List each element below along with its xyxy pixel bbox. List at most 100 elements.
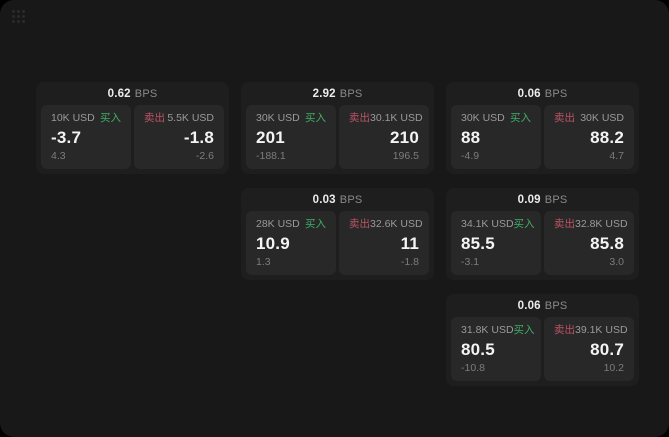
bps-value: 0.06 — [517, 299, 541, 312]
cards-grid: 0.62 BPS 10K USD 买入 -3.7 4.3 卖出 5.5K USD… — [36, 82, 639, 386]
sell-price-value: 85.8 — [590, 233, 624, 253]
buy-quote-tile[interactable]: 31.8K USD 买入 80.5 -10.8 — [451, 317, 541, 381]
sell-delta-value: 3.0 — [609, 256, 624, 268]
buy-price-value: 201 — [256, 127, 285, 147]
sell-quote-tile[interactable]: 卖出 39.1K USD 80.7 10.2 — [544, 317, 634, 381]
buy-price-value: 10.9 — [256, 233, 290, 253]
sell-delta-value: -2.6 — [195, 150, 214, 162]
quote-card: 0.06 BPS 30K USD 买入 88 -4.9 卖出 30K USD 8… — [446, 82, 639, 174]
card-body: 34.1K USD 买入 85.5 -3.1 卖出 32.8K USD 85.8… — [446, 211, 639, 280]
bps-value: 0.03 — [312, 193, 336, 206]
card-body: 10K USD 买入 -3.7 4.3 卖出 5.5K USD -1.8 -2.… — [36, 105, 229, 174]
sell-delta-value: 196.5 — [392, 150, 419, 162]
quote-card: 2.92 BPS 30K USD 买入 201 -188.1 卖出 30.1K … — [241, 82, 434, 174]
sell-amount-label: 32.8K USD — [575, 218, 628, 230]
buy-side-label: 买入 — [513, 324, 535, 336]
sell-price-value: 80.7 — [590, 339, 624, 359]
buy-tile-top: 30K USD 买入 — [256, 112, 326, 125]
buy-side-label: 买入 — [305, 218, 326, 230]
bps-value: 2.92 — [312, 87, 336, 100]
card-header: 0.06 BPS — [446, 82, 639, 105]
card-body: 28K USD 买入 10.9 1.3 卖出 32.6K USD 11 -1.8 — [241, 211, 434, 280]
quote-card: 0.09 BPS 34.1K USD 买入 85.5 -3.1 卖出 32.8K… — [446, 188, 639, 280]
sell-tile-top: 卖出 32.6K USD — [349, 218, 423, 231]
bps-value: 0.09 — [517, 193, 541, 206]
sell-delta-value: 4.7 — [609, 150, 624, 162]
sell-price-value: 11 — [400, 233, 419, 253]
card-body: 30K USD 买入 201 -188.1 卖出 30.1K USD 210 1… — [241, 105, 434, 174]
buy-delta-value: -4.9 — [461, 150, 480, 162]
sell-quote-tile[interactable]: 卖出 30K USD 88.2 4.7 — [544, 105, 634, 169]
buy-delta-value: -10.8 — [461, 362, 485, 374]
buy-side-label: 买入 — [513, 218, 535, 230]
sell-side-label: 卖出 — [554, 324, 575, 336]
sell-amount-label: 39.1K USD — [575, 324, 628, 336]
quote-card: 0.06 BPS 31.8K USD 买入 80.5 -10.8 卖出 39.1… — [446, 294, 639, 386]
card-header: 0.09 BPS — [446, 188, 639, 211]
bps-unit-label: BPS — [134, 87, 158, 100]
buy-tile-top: 34.1K USD 买入 — [461, 218, 535, 231]
buy-quote-tile[interactable]: 30K USD 买入 201 -188.1 — [246, 105, 336, 169]
buy-tile-top: 28K USD 买入 — [256, 218, 326, 231]
sell-amount-label: 32.6K USD — [370, 218, 423, 230]
buy-quote-tile[interactable]: 28K USD 买入 10.9 1.3 — [246, 211, 336, 275]
buy-quote-tile[interactable]: 10K USD 买入 -3.7 4.3 — [41, 105, 131, 169]
buy-side-label: 买入 — [305, 112, 326, 124]
bps-unit-label: BPS — [339, 193, 363, 206]
buy-tile-top: 30K USD 买入 — [461, 112, 531, 125]
bps-unit-label: BPS — [544, 87, 568, 100]
bps-value: 0.06 — [517, 87, 541, 100]
buy-delta-value: 1.3 — [256, 256, 271, 268]
buy-quote-tile[interactable]: 30K USD 买入 88 -4.9 — [451, 105, 541, 169]
sell-tile-top: 卖出 30.1K USD — [349, 112, 423, 125]
buy-tile-top: 10K USD 买入 — [51, 112, 121, 125]
sell-quote-tile[interactable]: 卖出 32.8K USD 85.8 3.0 — [544, 211, 634, 275]
sell-tile-top: 卖出 39.1K USD — [554, 324, 628, 337]
sell-delta-value: 10.2 — [603, 362, 624, 374]
bps-value: 0.62 — [107, 87, 131, 100]
card-body: 30K USD 买入 88 -4.9 卖出 30K USD 88.2 4.7 — [446, 105, 639, 174]
buy-amount-label: 30K USD — [256, 112, 300, 124]
bps-unit-label: BPS — [544, 299, 568, 312]
quote-card: 0.03 BPS 28K USD 买入 10.9 1.3 卖出 32.6K US… — [241, 188, 434, 280]
sell-amount-label: 30K USD — [580, 112, 624, 124]
buy-tile-top: 31.8K USD 买入 — [461, 324, 535, 337]
buy-amount-label: 34.1K USD — [461, 218, 514, 230]
card-header: 2.92 BPS — [241, 82, 434, 105]
sell-side-label: 卖出 — [349, 218, 370, 230]
sell-amount-label: 5.5K USD — [167, 112, 214, 124]
buy-amount-label: 31.8K USD — [461, 324, 514, 336]
sell-side-label: 卖出 — [349, 112, 370, 124]
sell-quote-tile[interactable]: 卖出 5.5K USD -1.8 -2.6 — [134, 105, 224, 169]
grid-menu-icon[interactable] — [11, 9, 26, 24]
card-body: 31.8K USD 买入 80.5 -10.8 卖出 39.1K USD 80.… — [446, 317, 639, 386]
buy-amount-label: 10K USD — [51, 112, 95, 124]
sell-side-label: 卖出 — [554, 112, 575, 124]
sell-tile-top: 卖出 30K USD — [554, 112, 624, 125]
card-header: 0.06 BPS — [446, 294, 639, 317]
buy-delta-value: -3.1 — [461, 256, 480, 268]
sell-delta-value: -1.8 — [400, 256, 419, 268]
sell-quote-tile[interactable]: 卖出 30.1K USD 210 196.5 — [339, 105, 429, 169]
sell-amount-label: 30.1K USD — [370, 112, 423, 124]
sell-price-value: 88.2 — [590, 127, 624, 147]
sell-price-value: 210 — [390, 127, 419, 147]
bps-unit-label: BPS — [544, 193, 568, 206]
card-header: 0.62 BPS — [36, 82, 229, 105]
bps-unit-label: BPS — [339, 87, 363, 100]
sell-side-label: 卖出 — [144, 112, 165, 124]
sell-tile-top: 卖出 5.5K USD — [144, 112, 214, 125]
sell-quote-tile[interactable]: 卖出 32.6K USD 11 -1.8 — [339, 211, 429, 275]
buy-amount-label: 30K USD — [461, 112, 505, 124]
buy-side-label: 买入 — [510, 112, 531, 124]
buy-price-value: 88 — [461, 127, 481, 147]
sell-side-label: 卖出 — [554, 218, 575, 230]
buy-quote-tile[interactable]: 34.1K USD 买入 85.5 -3.1 — [451, 211, 541, 275]
buy-delta-value: -188.1 — [256, 150, 286, 162]
sell-price-value: -1.8 — [183, 127, 214, 147]
buy-delta-value: 4.3 — [51, 150, 66, 162]
buy-price-value: 85.5 — [461, 233, 495, 253]
sell-tile-top: 卖出 32.8K USD — [554, 218, 628, 231]
quote-card: 0.62 BPS 10K USD 买入 -3.7 4.3 卖出 5.5K USD… — [36, 82, 229, 174]
